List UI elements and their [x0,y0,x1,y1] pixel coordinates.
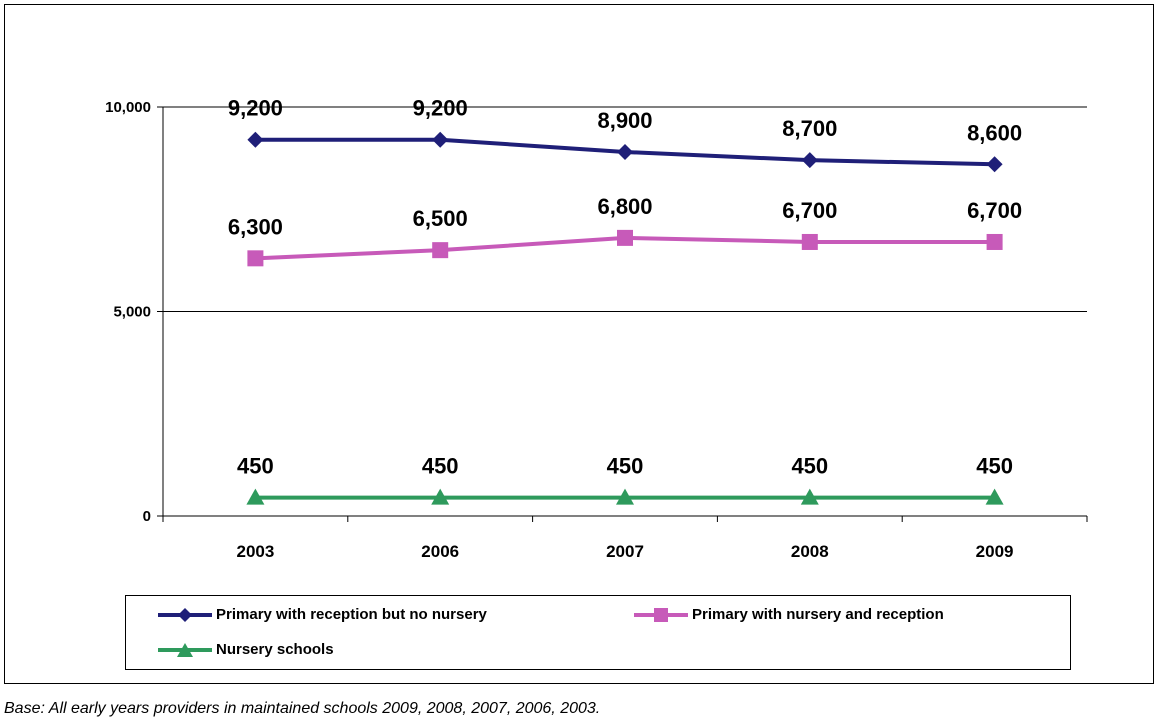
y-tick-label: 5,000 [113,304,151,321]
x-tick-label: 2003 [236,542,274,561]
legend-label: Primary with reception but no nursery [216,606,487,623]
x-tick-label: 2007 [606,542,644,561]
square-marker [247,250,264,267]
x-tick-label: 2008 [791,542,829,561]
legend-item-series-0: Primary with reception but no nursery [158,606,487,623]
legend: Primary with reception but no nursery Pr… [125,595,1071,670]
data-label: 450 [422,454,459,479]
square-marker [986,233,1003,250]
data-label: 9,200 [228,96,283,121]
diamond-marker [617,143,633,160]
triangle-marker [246,488,265,505]
data-label: 6,800 [597,194,652,219]
data-label: 8,600 [967,120,1022,145]
square-marker [432,242,449,259]
data-label: 8,700 [782,116,837,141]
y-tick-label: 0 [143,508,151,525]
legend-label: Nursery schools [216,641,334,658]
legend-item-series-2: Nursery schools [158,641,334,658]
square-marker [801,233,818,250]
y-tick-label: 10,000 [105,99,151,116]
triangle-marker [616,488,634,505]
x-tick-label: 2009 [976,542,1014,561]
legend-triangle-marker-icon [158,642,212,657]
diamond-marker [432,131,449,148]
line-chart: 0 5,000 10,000 2003 2006 2007 2008 2009 9,200 9,2… [105,96,1088,561]
chart-frame: 0 5,000 10,000 2003 2006 2007 2008 2009 9,200 9,2… [4,4,1154,684]
data-label: 450 [237,454,274,479]
data-label: 450 [976,454,1013,479]
data-label: 9,200 [413,96,468,121]
triangle-marker [431,488,450,505]
chart-caption: Base: All early years providers in maint… [4,700,601,717]
legend-label: Primary with nursery and reception [692,606,944,623]
legend-square-marker-icon [634,607,688,622]
x-tick-label: 2006 [421,542,459,561]
square-marker [617,229,633,246]
data-label: 8,900 [597,108,652,133]
diamond-marker [801,152,818,169]
triangle-marker [985,488,1004,505]
data-label: 450 [607,454,644,479]
data-label: 6,700 [967,198,1022,223]
diamond-marker [986,156,1003,173]
legend-item-series-1: Primary with nursery and reception [634,606,944,623]
data-label: 450 [791,454,828,479]
triangle-marker [800,488,819,505]
legend-diamond-marker-icon [158,607,212,622]
data-label: 6,700 [782,198,837,223]
data-label: 6,300 [228,214,283,239]
diamond-marker [247,131,264,148]
data-label: 6,500 [413,206,468,231]
